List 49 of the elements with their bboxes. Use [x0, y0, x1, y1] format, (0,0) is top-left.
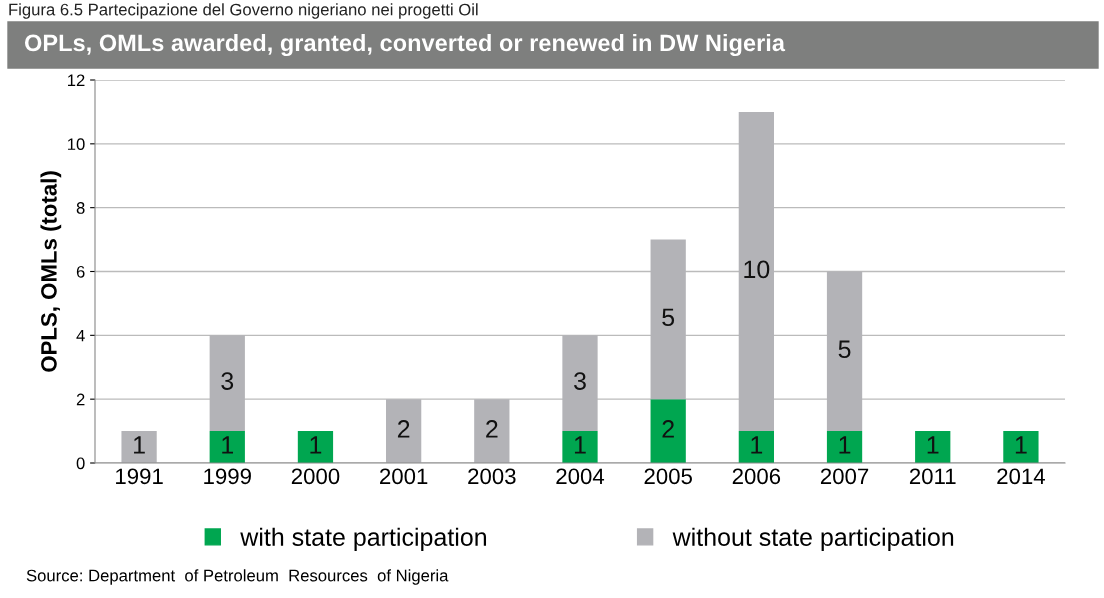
legend-label: without state participation [672, 527, 954, 551]
y-tick-label: 0 [76, 457, 85, 470]
bar [562, 431, 598, 463]
data-label: 10 [744, 260, 770, 279]
chart-title: OPLs, OMLs awarded, granted, converted or renewed in DW Nigeria [24, 33, 786, 57]
data-label: 1 [1015, 436, 1027, 454]
y-axis-title: OPLS, OMLs (total) [40, 171, 62, 372]
data-label: 3 [574, 372, 586, 390]
y-tick-label: 12 [68, 74, 85, 87]
y-tick-label: 4 [76, 329, 85, 342]
data-label: 1 [751, 436, 763, 454]
data-label: 2 [397, 420, 410, 438]
x-tick-label: 1999 [204, 468, 251, 485]
data-label: 3 [221, 372, 234, 390]
bar [1003, 431, 1039, 463]
x-tick-label: 2000 [291, 468, 340, 485]
chart-subtitle: Figura 6.5 Partecipazione del Governo nigeriano nei progetti Oil [9, 3, 478, 19]
x-tick-label: 2001 [380, 468, 428, 485]
bar [738, 431, 774, 463]
data-label: 1 [134, 436, 145, 454]
y-tick-label: 2 [76, 393, 85, 406]
bar [826, 431, 863, 463]
x-tick-label: 2011 [909, 468, 956, 485]
x-tick-label: 1991 [116, 468, 163, 485]
y-tick-label: 10 [68, 138, 85, 151]
data-label: 2 [662, 420, 674, 438]
x-tick-label: 2014 [997, 468, 1045, 485]
source-note: Source: Department of Petroleum Resources of Nigeria [26, 569, 449, 585]
bar [297, 431, 334, 463]
data-label: 1 [927, 436, 939, 454]
bar [650, 399, 686, 463]
x-tick-label: 2006 [732, 468, 781, 485]
data-label: 5 [838, 340, 851, 358]
data-label: 1 [839, 436, 851, 454]
y-tick-label: 6 [76, 265, 85, 278]
bar [121, 431, 157, 463]
x-tick-label: 2004 [556, 468, 605, 485]
data-label: 2 [486, 420, 498, 438]
data-label: 5 [662, 308, 675, 327]
data-label: 1 [310, 436, 322, 454]
x-tick-label: 2007 [820, 468, 869, 485]
y-tick-label: 8 [76, 202, 85, 214]
data-label: 1 [574, 436, 586, 454]
data-label: 1 [222, 436, 234, 454]
x-tick-label: 2003 [468, 468, 516, 485]
x-tick-label: 2005 [644, 468, 692, 485]
bar [915, 431, 951, 463]
bar [209, 431, 245, 463]
legend-label: with state participation [240, 527, 487, 551]
